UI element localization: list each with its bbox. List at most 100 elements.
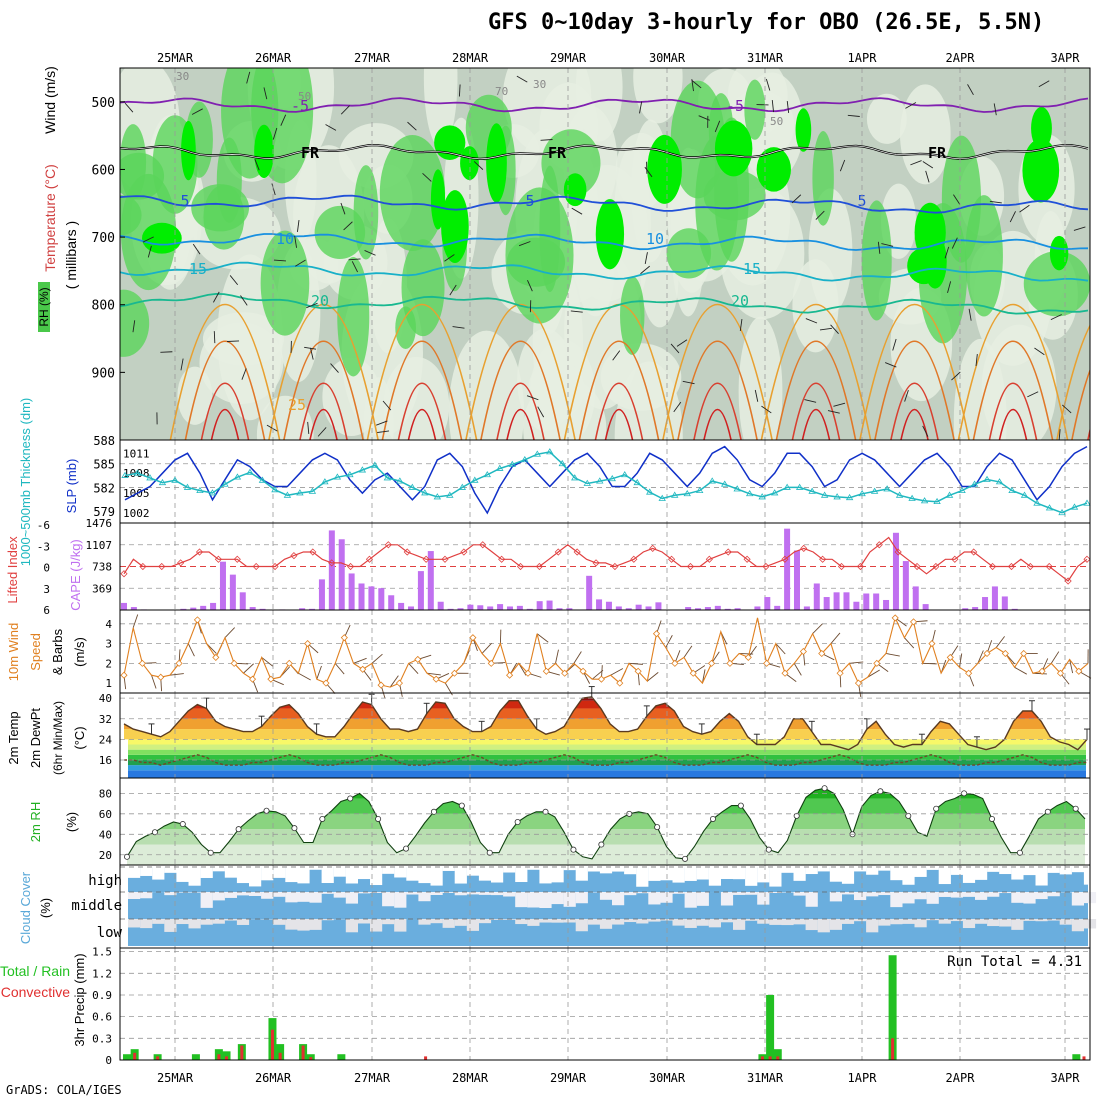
wind-tick-label: 1 (105, 677, 112, 690)
wind-tick-label: 3 (105, 638, 112, 651)
cloud-gap-cell (406, 867, 419, 881)
wind-barb (1009, 211, 1016, 223)
rh-marker (207, 849, 214, 856)
rh-contour-label: 30 (176, 70, 189, 83)
wind-barb (124, 102, 134, 113)
wind-speed-marker (1020, 649, 1028, 658)
cloud-gap-cell (309, 919, 322, 930)
wind-speed-marker (285, 659, 293, 667)
lifted-index-marker (1007, 562, 1016, 571)
wind-barb (739, 319, 743, 332)
rh-saturated-patch (430, 169, 446, 230)
wind-speed-marker (726, 659, 734, 667)
wind-speed-marker (175, 659, 183, 667)
thickness-marker (733, 485, 741, 492)
thickness-marker (283, 491, 292, 498)
wind-speed-marker (432, 675, 440, 683)
surface-wind-barb (298, 672, 311, 681)
lifted-index-marker (856, 562, 864, 571)
cloud-gap-cell (466, 892, 479, 895)
rh-moist-patch (353, 165, 379, 260)
warm-isotherm (594, 382, 644, 440)
cloud-gap-cell (1071, 892, 1084, 906)
cloud-gap-cell (249, 867, 262, 887)
cape-bar (724, 608, 731, 610)
wind-speed-marker (744, 653, 752, 661)
surface-wind-barb (867, 669, 880, 678)
wind-axis-sublabel-2: & Barbs (50, 628, 65, 675)
cloud-gap-cell (733, 919, 746, 930)
temp-tick-label: 32 (99, 713, 112, 726)
thickness-marker (1070, 503, 1079, 510)
thickness-marker (1058, 508, 1066, 516)
rh-marker (179, 821, 186, 828)
cloud-gap-cell (224, 919, 237, 921)
surface-wind-barb (1014, 666, 1027, 675)
wind-speed-marker (818, 649, 826, 658)
thickness-marker (633, 478, 641, 486)
convective-precip-bar (768, 1056, 772, 1060)
warm-isotherm (998, 408, 1028, 440)
wind-barb (422, 172, 432, 182)
convective-precip-bar (760, 1056, 764, 1060)
rh-contour-label: 30 (533, 78, 546, 91)
cape-bar (536, 601, 543, 610)
cloud-gap-cell (1023, 867, 1036, 876)
thickness-marker (358, 466, 367, 473)
cape-bar (793, 550, 800, 610)
cape-bar (695, 608, 702, 610)
cloud-gap-cell (236, 919, 250, 925)
cloud-gap-cell (829, 867, 842, 882)
wind-barb (351, 261, 358, 273)
cloud-gap-cell (914, 867, 927, 877)
cloud-gap-cell (200, 867, 213, 878)
wind-barb (967, 84, 974, 96)
cloud-gap-cell (200, 919, 213, 925)
cloud-gap-cell (962, 867, 976, 883)
cloud-gap-cell (902, 892, 915, 904)
wind-barb (644, 166, 653, 178)
rh-band (127, 788, 1085, 789)
lifted-index-marker (290, 552, 298, 560)
wind-barb (273, 259, 286, 262)
warm-isotherm (407, 408, 437, 440)
cape-bar (457, 608, 464, 610)
cloud-gap-cell (999, 892, 1012, 894)
freezing-line-core (120, 144, 1089, 160)
rh-moist-patch (620, 276, 645, 355)
cape-bar (487, 606, 494, 610)
wind-barb (892, 338, 897, 351)
cloud-gap-cell (370, 867, 383, 886)
rh-unit-label: (%) (64, 812, 79, 832)
cape-bar (873, 593, 880, 610)
cloud-gap-cell (563, 892, 576, 907)
wind-barb (294, 235, 297, 248)
cloud-gap-cell (587, 919, 600, 925)
cloud-gap-cell (696, 867, 709, 880)
wind-barb (1050, 314, 1062, 321)
wind-barb (263, 87, 268, 100)
rh-contour-label: 50 (298, 90, 311, 103)
cloud-gap-cell (866, 919, 879, 933)
thickness-marker (683, 489, 691, 497)
cloud-gap-cell (345, 892, 358, 904)
lifted-index-marker (573, 548, 581, 556)
date-label-bottom: 25MAR (157, 1071, 194, 1085)
wind-barb (1073, 226, 1086, 231)
cloud-gap-cell (745, 867, 758, 886)
thickness-marker (783, 483, 791, 490)
rh-marker (905, 812, 912, 819)
cape-bar (754, 606, 761, 610)
surface-wind-barb (224, 627, 235, 638)
wind-barb (819, 327, 832, 331)
rh-marker (1072, 805, 1079, 812)
total-precip-bar (276, 1044, 285, 1060)
rh-saturated-patch (142, 222, 182, 254)
lifted-index-marker (309, 548, 317, 556)
thickness-tick-label: 582 (93, 481, 115, 495)
thickness-marker (820, 491, 829, 498)
warm-isotherm (760, 304, 872, 440)
wind-barb (754, 389, 759, 402)
lifted-index-marker (177, 559, 185, 567)
convective-precip-bar (240, 1045, 244, 1060)
